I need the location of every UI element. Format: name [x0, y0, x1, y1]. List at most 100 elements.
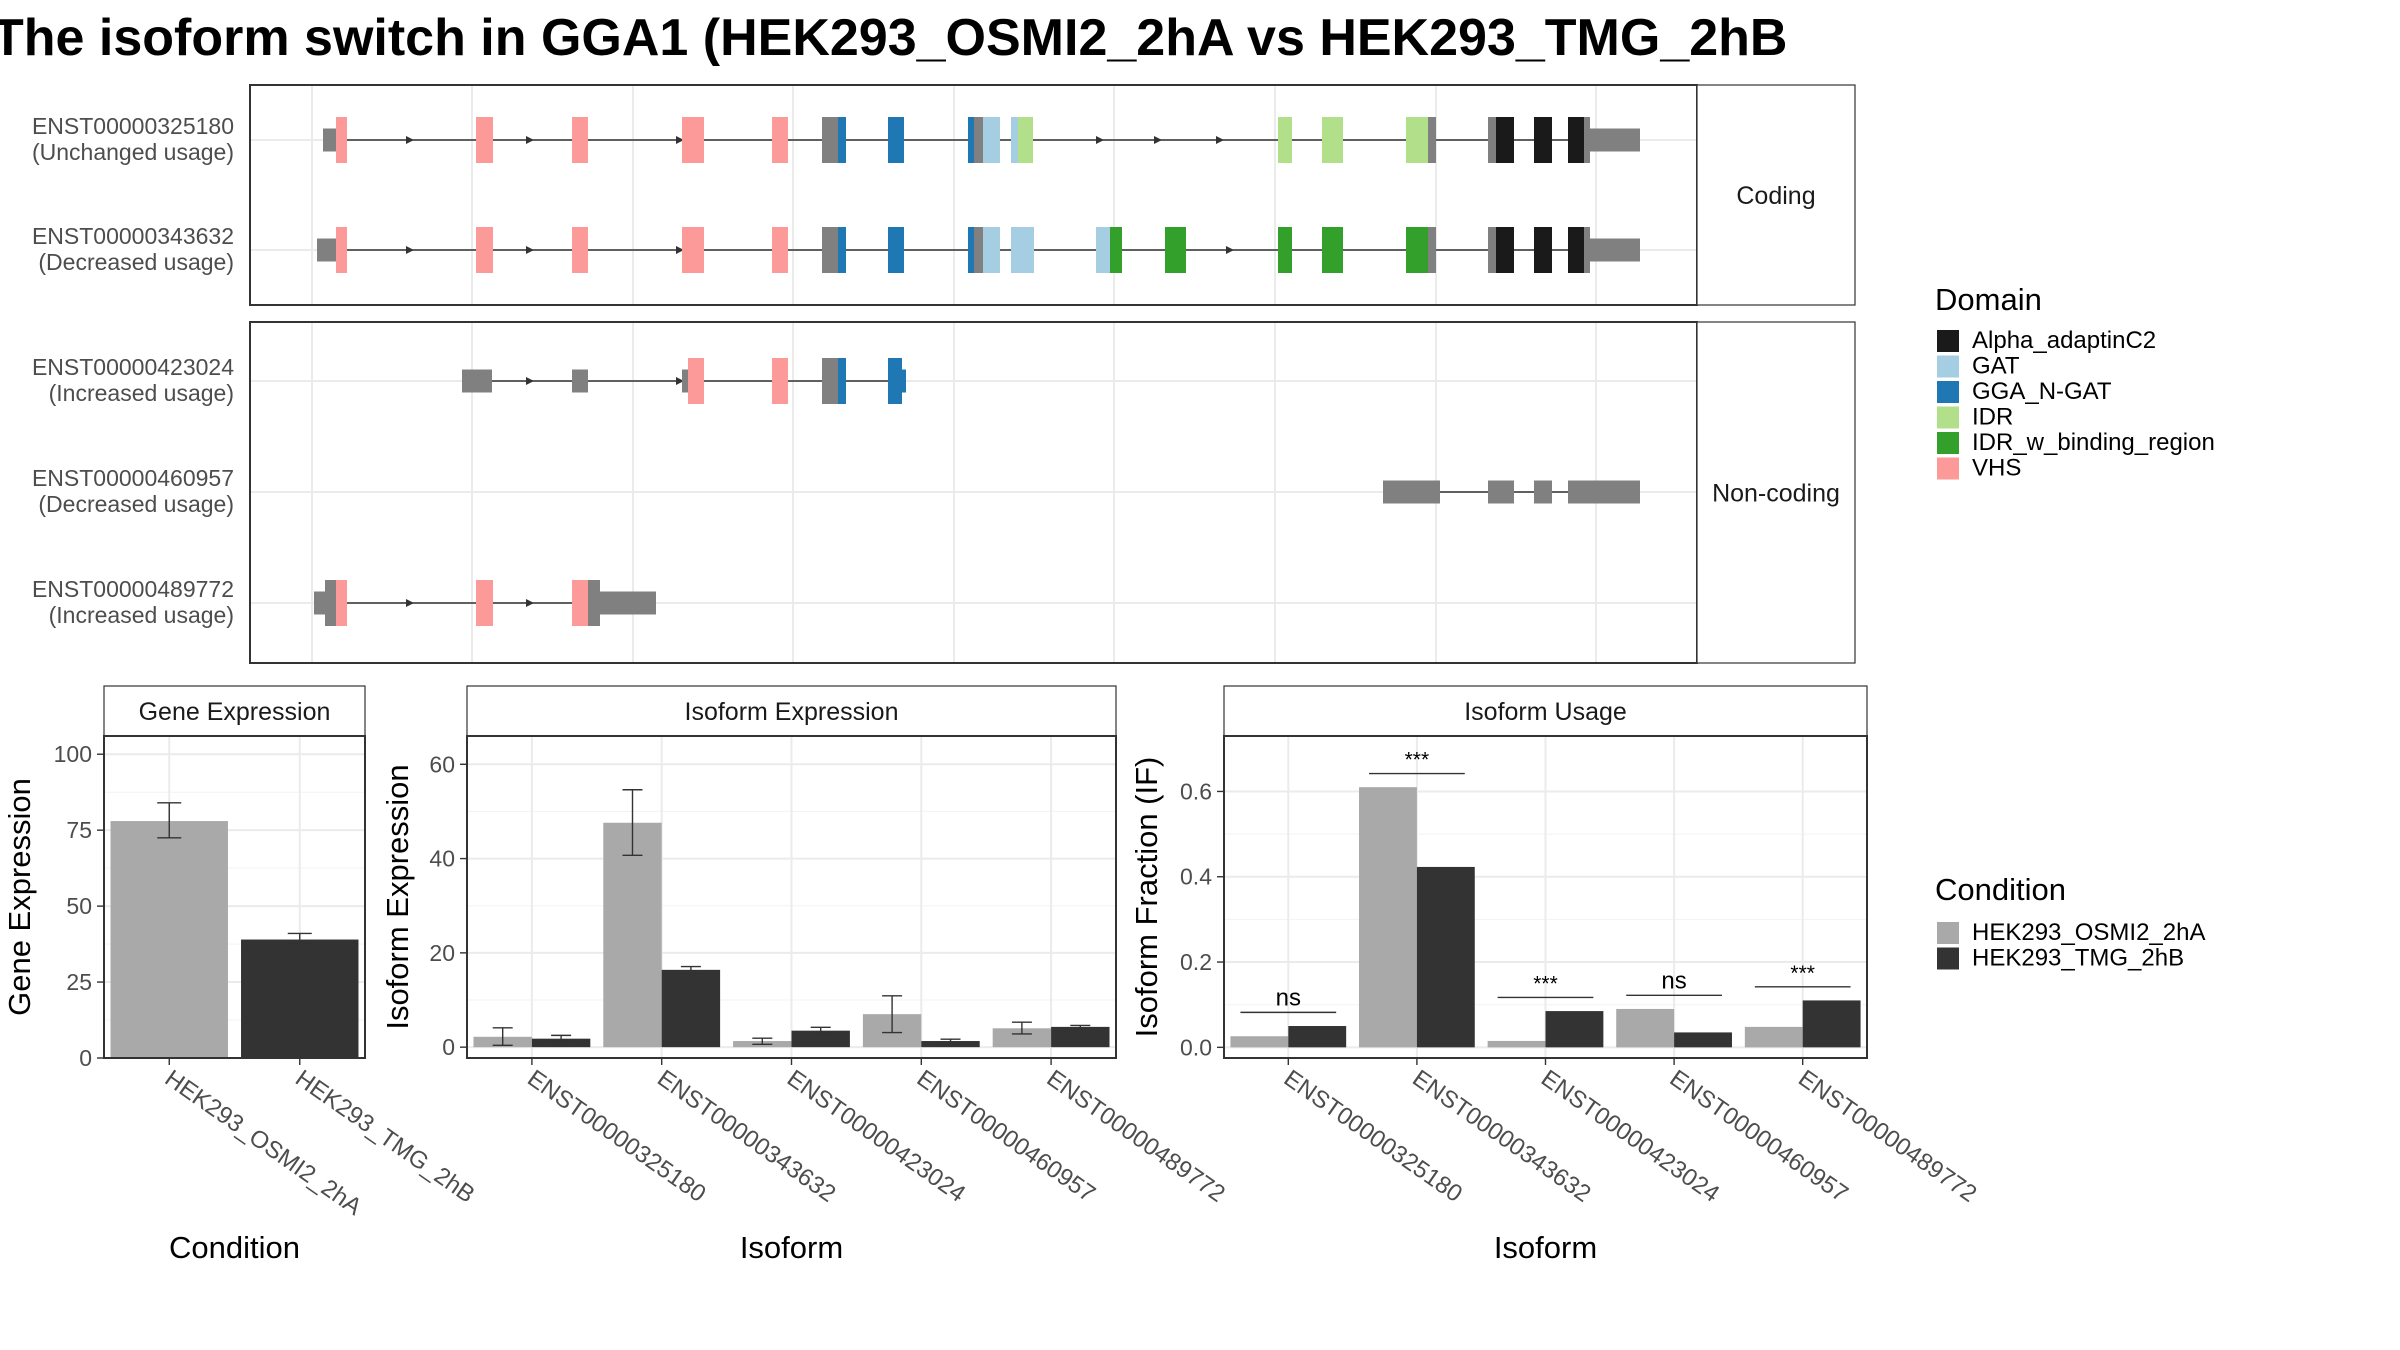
bar	[921, 1041, 980, 1048]
y-tick-label: 40	[429, 846, 455, 872]
domain-segment-vhs	[688, 358, 704, 404]
exon-segment	[1488, 227, 1496, 273]
exon-segment	[682, 369, 688, 393]
panel-title: Isoform Expression	[685, 698, 899, 726]
exon-segment	[974, 227, 983, 273]
bar	[1487, 1040, 1546, 1048]
intron-arrow	[406, 136, 414, 144]
isoform-usage-label: (Decreased usage)	[38, 249, 234, 275]
intron-arrow	[676, 136, 684, 144]
domain-segment-idr_w_binding_region	[1165, 227, 1186, 273]
domain-segment-gat	[1011, 117, 1018, 163]
bar	[1545, 1011, 1604, 1048]
isoform-row-label: ENST00000489772	[32, 576, 234, 602]
y-tick-label: 0.6	[1180, 778, 1212, 804]
legend-label: GGA_N-GAT	[1972, 378, 2112, 405]
domain-segment-vhs	[572, 580, 588, 626]
exon-segment	[1568, 480, 1640, 504]
domain-segment-gga_n-gat	[838, 117, 846, 163]
exon-segment	[1428, 117, 1436, 163]
domain-segment-idr_w_binding_region	[1406, 227, 1428, 273]
legend-key	[1937, 457, 1959, 480]
exon-segment	[1590, 238, 1640, 262]
domain-segment-gga_n-gat	[968, 227, 974, 273]
exon-segment	[1584, 117, 1590, 163]
y-tick-label: 20	[429, 940, 455, 966]
domain-segment-alpha_adaptinc2	[1496, 117, 1514, 163]
x-axis-title: Isoform	[740, 1230, 843, 1265]
domain-segment-vhs	[336, 580, 347, 626]
legend-label: VHS	[1972, 455, 2021, 482]
exon-segment	[1590, 128, 1640, 152]
bar	[661, 969, 721, 1048]
isoform-row-label: ENST00000460957	[32, 465, 234, 491]
exon-segment	[1534, 480, 1552, 504]
plot-border	[103, 735, 366, 1059]
isoform-usage-label: (Increased usage)	[49, 602, 234, 628]
domain-segment-alpha_adaptinc2	[1534, 227, 1552, 273]
exon-segment	[462, 369, 492, 393]
exon-segment	[317, 238, 336, 262]
domain-segment-gga_n-gat	[838, 358, 846, 404]
domain-segment-gga_n-gat	[888, 117, 904, 163]
domain-segment-idr	[1406, 117, 1428, 163]
domain-segment-alpha_adaptinc2	[1534, 117, 1552, 163]
legend-key	[1937, 406, 1959, 429]
exon-segment	[1488, 117, 1496, 163]
noncoding-strip	[1696, 321, 1856, 664]
bar	[241, 939, 359, 1058]
bar	[1802, 1000, 1861, 1048]
significance-label: ns	[1276, 984, 1301, 1011]
legend-key	[1937, 355, 1959, 378]
domain-segment-gat	[983, 227, 1000, 273]
y-tick-label: 0.2	[1180, 949, 1212, 975]
bar	[1051, 1026, 1110, 1048]
domain-segment-alpha_adaptinc2	[1496, 227, 1514, 273]
exon-segment	[572, 369, 588, 393]
domain-segment-alpha_adaptinc2	[1568, 117, 1584, 163]
bar	[1744, 1026, 1803, 1048]
bar	[1616, 1008, 1675, 1048]
domain-segment-gat	[983, 117, 1000, 163]
y-tick-label: 0.0	[1180, 1034, 1212, 1060]
transcript-structure-panel: Coding ENST00000325180(Unchanged usage) EN…	[32, 84, 1856, 664]
domain-segment-vhs	[572, 117, 588, 163]
intron-arrow	[676, 246, 684, 254]
intron-arrow	[526, 377, 534, 385]
bar	[1359, 787, 1417, 1048]
legend-label: Alpha_adaptinC2	[1972, 327, 2156, 354]
coding-strip-label: Coding	[1736, 182, 1815, 210]
panel-strip	[466, 685, 1117, 737]
exon-segment	[822, 227, 838, 273]
intron-arrow	[526, 599, 534, 607]
exon-segment	[600, 591, 656, 615]
condition-legend-title: Condition	[1935, 872, 2066, 907]
bar	[1416, 866, 1475, 1048]
exon-segment	[1383, 480, 1440, 504]
exon-segment	[325, 580, 336, 626]
domain-segment-vhs	[476, 227, 493, 273]
isoform-usage-label: (Unchanged usage)	[32, 139, 234, 165]
intron-arrow	[406, 599, 414, 607]
domain-segment-idr	[1322, 117, 1343, 163]
legend-label: IDR	[1972, 404, 2013, 431]
domain-segment-gga_n-gat	[888, 227, 904, 273]
intron-arrow	[1096, 136, 1104, 144]
y-axis-title: Isoform Expression	[380, 764, 415, 1029]
legend-key	[1937, 330, 1959, 352]
domain-segment-vhs	[682, 227, 704, 273]
domain-segment-idr	[1018, 117, 1033, 163]
intron-arrow	[676, 377, 684, 385]
domain-segment-idr_w_binding_region	[1322, 227, 1343, 273]
isoform-expression-chart: Isoform Expression0204060ENST00000325180…	[380, 685, 1230, 1265]
domain-segment-vhs	[772, 358, 788, 404]
exon-segment	[588, 580, 600, 626]
significance-label: ***	[1790, 962, 1815, 985]
domain-segment-vhs	[572, 227, 588, 273]
legend-label: HEK293_TMG_2hB	[1972, 945, 2184, 972]
domain-segment-alpha_adaptinc2	[1568, 227, 1584, 273]
domain-segment-gga_n-gat	[838, 227, 846, 273]
